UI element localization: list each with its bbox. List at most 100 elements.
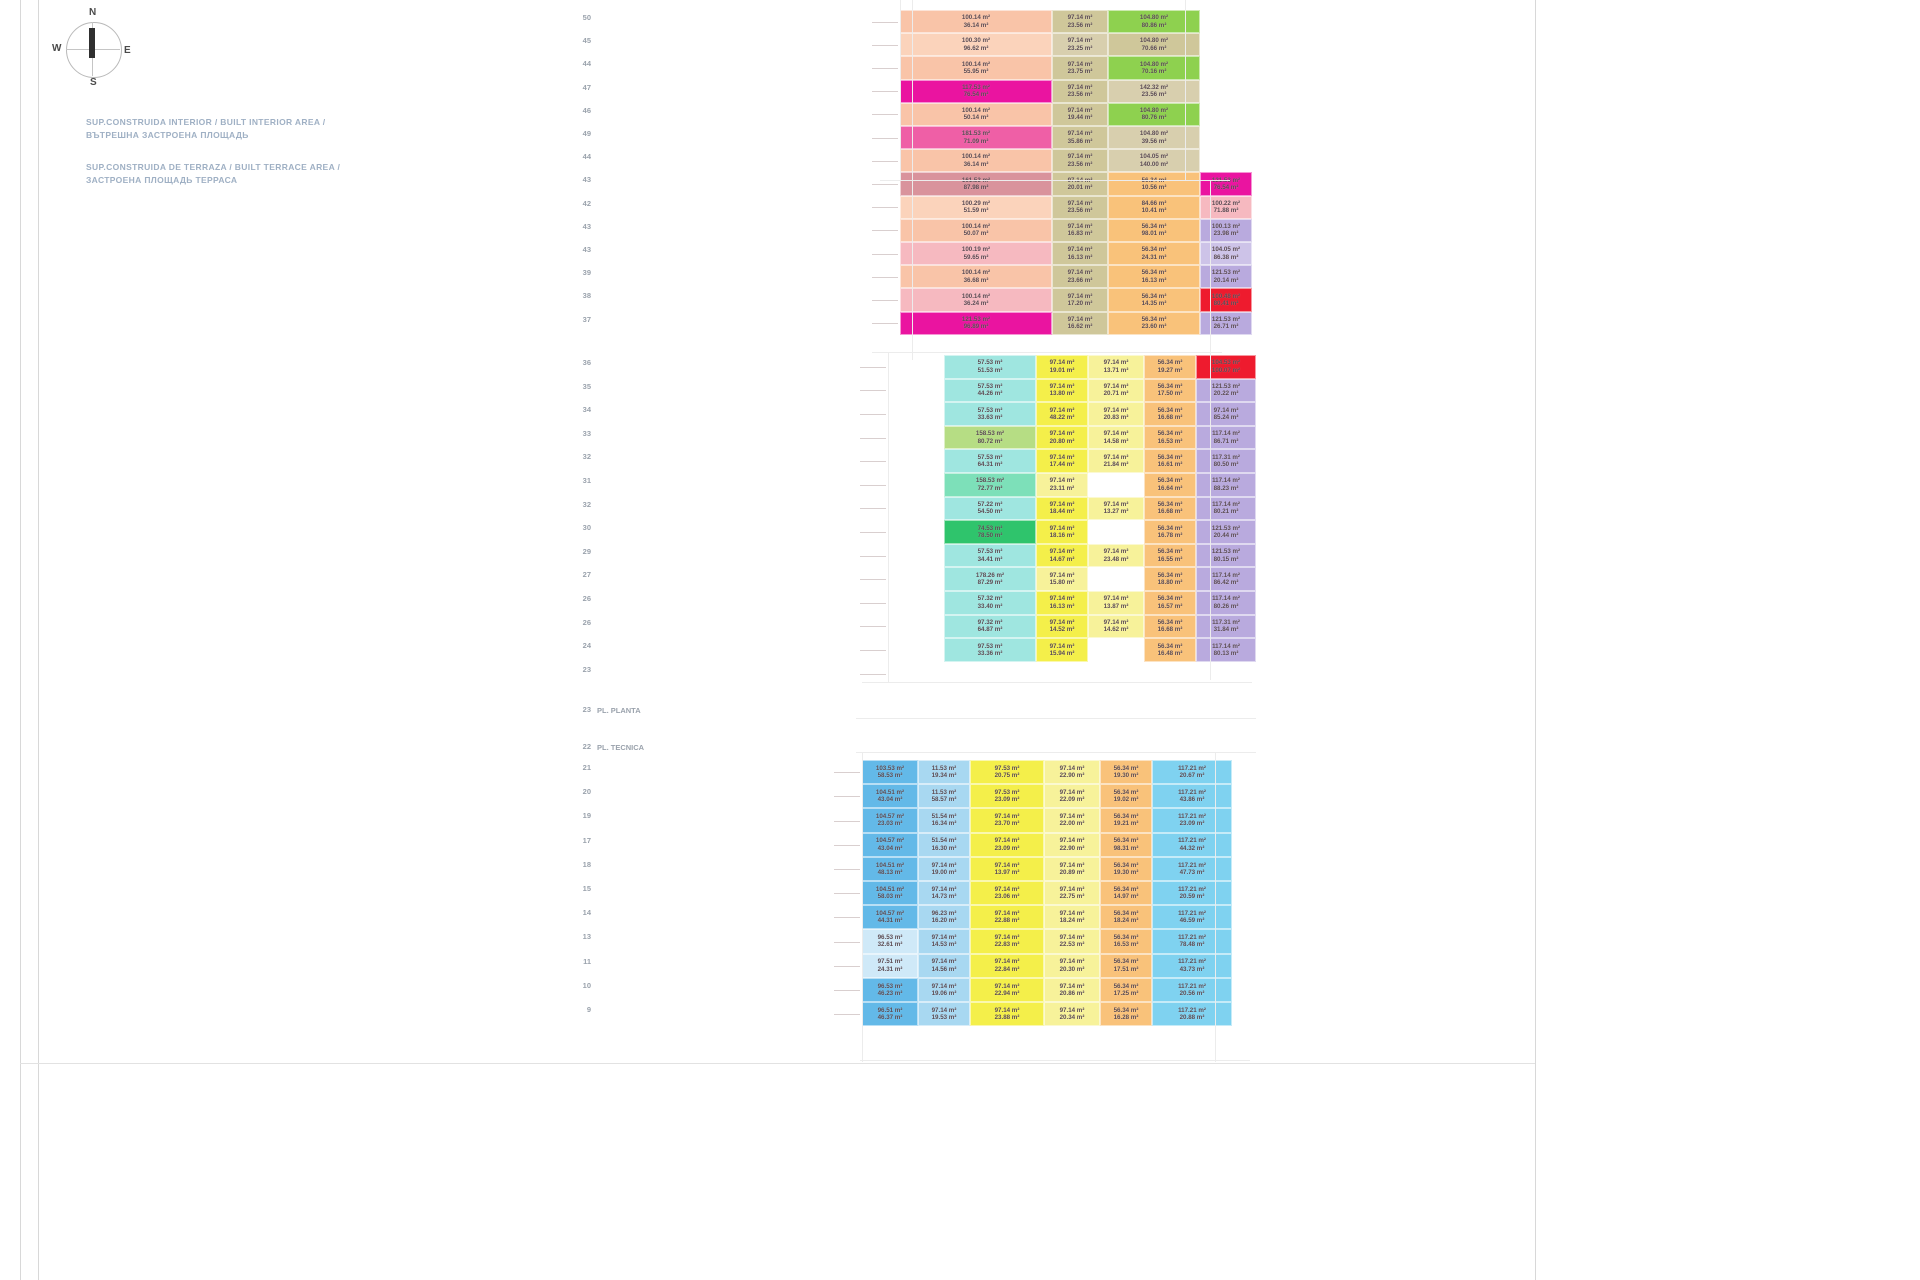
cell-terrace-area: 58.03 m² — [877, 893, 903, 901]
cell-interior-area: 97.14 m² — [1059, 837, 1085, 845]
cell-terrace-area: 14.62 m² — [1103, 626, 1129, 634]
cell-terrace-area: 13.27 m² — [1103, 508, 1129, 516]
cell-interior-area: 117.21 m² — [1178, 909, 1206, 917]
cell-interior-area: 97.14 m² — [1103, 453, 1129, 461]
cell-interior-area: 100.14 m² — [961, 269, 991, 277]
apartment-area-cell: 56.34 m² 16.68 m² — [1144, 402, 1196, 426]
apartment-area-cell: 117.21 m² 20.59 m² — [1152, 881, 1232, 906]
cell-terrace-area: 80.72 m² — [977, 437, 1003, 445]
apartment-area-cell: 100.19 m² 59.65 m² — [900, 242, 1052, 266]
apartment-area-cell: 100.14 m² 36.14 m² — [900, 10, 1052, 34]
cell-terrace-area: 70.16 m² — [1141, 67, 1167, 75]
apartment-area-cell: 97.14 m² 15.80 m² — [1036, 567, 1088, 591]
cell-interior-area: 56.34 m² — [1113, 813, 1139, 821]
apartment-area-cell: 104.80 m² 70.66 m² — [1108, 33, 1200, 57]
cell-interior-area: 51.54 m² — [931, 813, 957, 821]
apartment-area-cell: 100.29 m² 51.59 m² — [900, 195, 1052, 219]
apartment-area-cell: 56.34 m² 23.60 m² — [1108, 311, 1200, 335]
apartment-area-cell: 97.14 m² 16.62 m² — [1052, 311, 1108, 335]
compass-label-north: N — [89, 7, 97, 18]
apartment-area-cell: 56.34 m² 19.21 m² — [1100, 808, 1152, 833]
cell-interior-area: 97.14 m² — [1067, 83, 1093, 91]
apartment-area-cell: 104.51 m² 58.03 m² — [862, 881, 918, 906]
cell-terrace-area: 19.06 m² — [931, 989, 957, 997]
row-leader-tick — [834, 917, 860, 919]
cell-terrace-area: 20.80 m² — [1049, 437, 1075, 445]
cell-interior-area: 121.53 m² — [1211, 269, 1241, 277]
apartment-area-cell: 56.34 m² 24.31 m² — [1108, 242, 1200, 266]
apartment-area-cell: 97.14 m² 22.90 m² — [1044, 832, 1100, 857]
cell-terrace-area: 47.73 m² — [1179, 868, 1205, 876]
cell-interior-area: 57.53 m² — [977, 453, 1003, 461]
cell-terrace-area: 19.01 m² — [1049, 366, 1075, 374]
cell-interior-area: 97.14 m² — [1049, 642, 1075, 650]
cell-terrace-area: 14.97 m² — [1113, 893, 1139, 901]
cell-terrace-area: 22.83 m² — [994, 941, 1020, 949]
cell-terrace-area: 23.09 m² — [994, 844, 1020, 852]
cell-terrace-area: 22.84 m² — [994, 965, 1020, 973]
apartment-area-cell: 97.14 m² 23.70 m² — [970, 808, 1044, 833]
apartment-area-cell: 178.26 m² 87.29 m² — [944, 567, 1036, 591]
cell-terrace-area: 98.31 m² — [1113, 844, 1139, 852]
cell-interior-area: 97.14 m² — [1103, 619, 1129, 627]
cell-interior-area: 97.14 m² — [1049, 453, 1075, 461]
apartment-area-cell: 100.13 m² 23.98 m² — [1200, 218, 1252, 242]
apartment-area-cell: 117.14 m² 86.71 m² — [1196, 425, 1256, 450]
row-leader-tick — [834, 844, 860, 846]
cell-interior-area: 97.14 m² — [931, 885, 957, 893]
apartment-area-cell: 97.14 m² 18.24 m² — [1044, 905, 1100, 930]
apartment-area-cell: 100.14 m² 50.07 m² — [900, 218, 1052, 242]
apartment-area-cell: 97.14 m² 20.86 m² — [1044, 977, 1100, 1002]
row-leader-tick — [834, 989, 860, 991]
row-leader-tick — [872, 160, 898, 162]
cell-interior-area: 97.14 m² — [994, 885, 1020, 893]
cell-terrace-area: 18.24 m² — [1113, 917, 1139, 925]
cell-interior-area: 97.14 m² — [931, 982, 957, 990]
cell-interior-area: 56.34 m² — [1141, 223, 1167, 231]
apartment-area-cell: 121.53 m² 96.89 m² — [900, 311, 1052, 335]
apartment-area-cell: 97.53 m² 20.75 m² — [970, 760, 1044, 785]
apartment-area-cell: 97.14 m² 48.22 m² — [1036, 402, 1088, 426]
cell-terrace-area: 39.56 m² — [1141, 137, 1167, 145]
cell-terrace-area: 59.65 m² — [963, 253, 989, 261]
cell-terrace-area: 20.83 m² — [1103, 413, 1129, 421]
cell-terrace-area: 46.37 m² — [877, 1014, 903, 1022]
cell-interior-area: 97.14 m² — [1049, 477, 1075, 485]
cell-interior-area: 56.34 m² — [1157, 453, 1183, 461]
apartment-area-cell: 56.34 m² 16.13 m² — [1108, 265, 1200, 289]
page-frame-right — [1535, 0, 1536, 1280]
cell-terrace-area: 80.13 m² — [1213, 649, 1239, 657]
apartment-area-cell: 97.14 m² 16.13 m² — [1052, 242, 1108, 266]
cell-interior-area: 117.14 m² — [1212, 501, 1240, 509]
cell-terrace-area: 58.53 m² — [877, 772, 903, 780]
cell-interior-area: 121.53 m² — [961, 315, 991, 323]
row-leader-tick — [872, 230, 898, 232]
apartment-area-cell: 97.53 m² 23.09 m² — [970, 784, 1044, 809]
cell-terrace-area: 20.56 m² — [1179, 989, 1205, 997]
apartment-area-cell: 96.23 m² 16.20 m² — [918, 905, 970, 930]
cell-interior-area: 117.21 m² — [1178, 885, 1206, 893]
apartment-area-cell: 97.14 m² 15.94 m² — [1036, 638, 1088, 662]
row-leader-tick — [834, 893, 860, 895]
cell-interior-area: 97.14 m² — [931, 861, 957, 869]
cell-interior-area: 97.14 m² — [1103, 383, 1129, 391]
cell-interior-area: 97.14 m² — [994, 934, 1020, 942]
cell-interior-area: 117.21 m² — [1178, 861, 1206, 869]
apartment-area-cell: 57.53 m² 34.41 m² — [944, 543, 1036, 568]
cell-interior-area: 97.14 m² — [1059, 788, 1085, 796]
row-leader-tick — [860, 555, 886, 557]
cell-terrace-area: 14.67 m² — [1049, 555, 1075, 563]
apartment-area-cell: 121.53 m² 20.44 m² — [1196, 520, 1256, 544]
cell-terrace-area: 20.67 m² — [1179, 772, 1205, 780]
cell-interior-area: 117.14 m² — [1212, 571, 1240, 579]
cell-interior-area: 117.21 m² — [1178, 788, 1206, 796]
apartment-area-cell: 97.14 m² 20.80 m² — [1036, 425, 1088, 450]
cell-interior-area: 97.14 m² — [994, 837, 1020, 845]
cell-terrace-area: 16.83 m² — [1067, 230, 1093, 238]
apartment-area-cell: 97.14 m² 20.30 m² — [1044, 953, 1100, 978]
cell-interior-area: 56.34 m² — [1157, 642, 1183, 650]
apartment-area-cell: 97.14 m² 23.06 m² — [970, 881, 1044, 906]
cell-interior-area: 117.21 m² — [1178, 982, 1206, 990]
cell-terrace-area: 72.77 m² — [977, 484, 1003, 492]
